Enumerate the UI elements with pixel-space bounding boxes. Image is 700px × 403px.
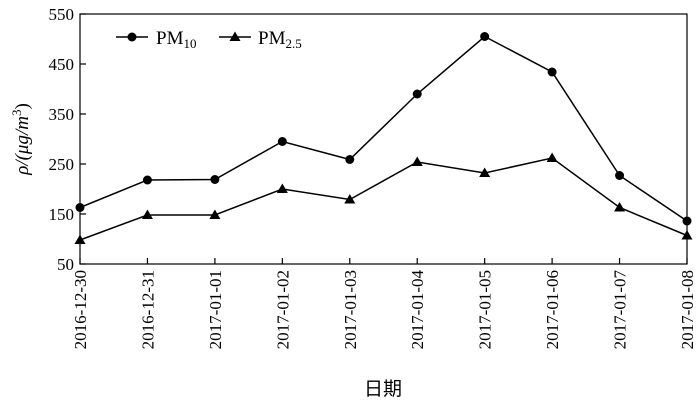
data-point-pm25: [74, 234, 86, 244]
data-point-pm25: [614, 202, 626, 212]
x-axis: 2016-12-30 2016-12-31 2017-01-01 2017-01-02…: [71, 258, 697, 349]
y-tick-label: 450: [49, 55, 75, 74]
legend-pm25-main: PM: [258, 28, 286, 49]
data-point-pm25: [344, 194, 356, 204]
x-tick-label: 2017-01-08: [678, 270, 697, 349]
y-tick-label: 50: [57, 255, 74, 274]
legend-pm25-marker: [229, 31, 241, 41]
y-axis-title-main: ρ/(μg/m: [12, 116, 33, 176]
data-point-pm25: [209, 209, 221, 219]
data-point-pm10: [75, 203, 85, 212]
x-tick-label: 2017-01-05: [476, 270, 495, 349]
data-point-pm25: [411, 156, 423, 166]
legend-pm10-marker: [127, 32, 137, 42]
data-point-pm25: [681, 230, 693, 240]
legend-pm10-main: PM: [156, 28, 184, 49]
data-point-pm10: [345, 155, 355, 164]
plot-frame: [79, 13, 688, 265]
x-tick-label: 2017-01-06: [543, 270, 562, 349]
y-axis-title-end: ): [12, 103, 33, 109]
data-point-pm25: [276, 183, 288, 193]
data-point-pm10: [142, 175, 152, 185]
x-tick-label: 2017-01-02: [273, 270, 292, 349]
x-tick-label: 2017-01-04: [408, 270, 427, 350]
series-line-pm10: [79, 35, 688, 222]
y-tick-label: 350: [49, 105, 75, 124]
x-tick-label: 2016-12-31: [138, 270, 157, 349]
y-axis-title: ρ/(μg/m3): [9, 103, 34, 176]
legend: PM10 PM2.5: [116, 28, 302, 51]
data-point-pm10: [277, 137, 287, 146]
legend-pm10-sub: 10: [183, 36, 196, 51]
y-axis: 50 150 250 350 450 550: [49, 5, 86, 274]
x-tick-label: 2017-01-07: [611, 270, 630, 350]
y-tick-label: 150: [49, 205, 75, 224]
data-point-pm10: [210, 175, 220, 184]
x-tick-label: 2016-12-30: [71, 270, 90, 349]
data-point-pm10: [682, 216, 692, 226]
data-point-pm10: [547, 67, 557, 77]
data-point-pm25: [479, 167, 491, 177]
x-axis-title: 日期: [364, 378, 402, 400]
series-line-pm25: [79, 157, 688, 241]
data-point-pm25: [546, 152, 558, 162]
legend-pm25-label: PM2.5: [258, 28, 302, 51]
x-tick-label: 2017-01-03: [341, 270, 360, 349]
x-tick-label: 2017-01-01: [206, 270, 225, 349]
legend-pm25-sub: 2.5: [285, 36, 301, 51]
data-point-pm10: [480, 32, 490, 41]
data-point-pm25: [141, 209, 153, 219]
y-axis-title-sup: 3: [9, 110, 24, 117]
data-point-pm10: [615, 171, 625, 180]
data-point-pm10: [412, 89, 422, 99]
y-tick-label: 550: [49, 5, 75, 24]
y-tick-label: 250: [49, 155, 75, 174]
series-layer: [74, 32, 693, 244]
legend-pm10-label: PM10: [156, 28, 196, 51]
